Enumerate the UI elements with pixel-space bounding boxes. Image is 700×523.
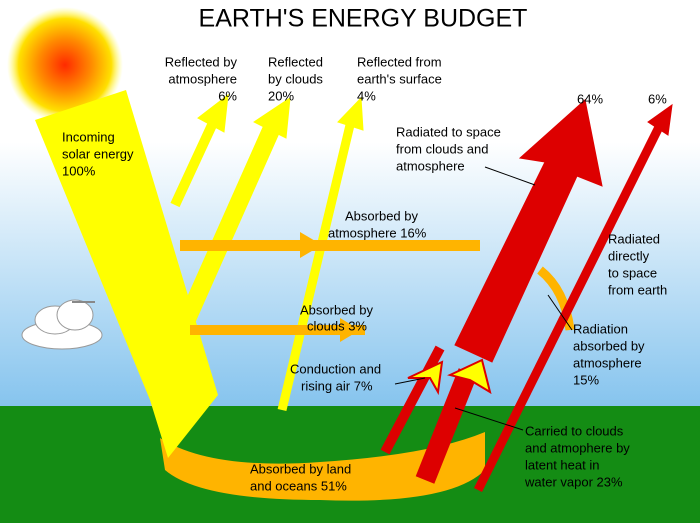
label: Absorbed by xyxy=(345,208,418,223)
labels: Reflected by atmosphere 6% Reflected by … xyxy=(62,54,667,493)
label: Reflected from xyxy=(357,54,442,69)
label: atmosphere xyxy=(573,355,642,370)
label: Carried to clouds xyxy=(525,423,624,438)
label: 6% xyxy=(218,88,237,103)
label: from earth xyxy=(608,282,667,297)
label: 64% xyxy=(577,91,603,106)
label: Absorbed by xyxy=(300,302,373,317)
reflected-arrows xyxy=(170,93,364,412)
absorbed-arrows xyxy=(180,232,480,342)
label: 100% xyxy=(62,163,96,178)
label: clouds 3% xyxy=(307,318,367,333)
label: Radiated to space xyxy=(396,124,501,139)
label: 15% xyxy=(573,372,599,387)
label: atmosphere xyxy=(396,158,465,173)
label: Incoming xyxy=(62,129,115,144)
sun xyxy=(7,7,123,123)
absorbed-radiation-arrow xyxy=(537,266,575,331)
label: latent heat in xyxy=(525,457,599,472)
title: EARTH'S ENERGY BUDGET xyxy=(199,5,528,33)
leader-lines xyxy=(394,166,573,431)
label: 6% xyxy=(648,91,667,106)
label: and oceans 51% xyxy=(250,478,347,493)
label: solar energy xyxy=(62,146,134,161)
label: atmosphere 16% xyxy=(328,225,427,240)
label: Absorbed by land xyxy=(250,461,351,476)
label: and atmophere by xyxy=(525,440,630,455)
radiation-arrows xyxy=(380,99,673,493)
label: from clouds and xyxy=(396,141,489,156)
label: earth's surface xyxy=(357,71,442,86)
label: directly xyxy=(608,248,650,263)
label: atmosphere xyxy=(168,71,237,86)
label: water vapor 23% xyxy=(524,474,623,489)
label: Radiated xyxy=(608,231,660,246)
label: Reflected xyxy=(268,54,323,69)
incoming-arrow xyxy=(35,90,218,458)
label: Radiation xyxy=(573,321,628,336)
label: Conduction and xyxy=(290,361,381,376)
label: 4% xyxy=(357,88,376,103)
label: Reflected by xyxy=(165,54,238,69)
label: 20% xyxy=(268,88,294,103)
label: to space xyxy=(608,265,657,280)
absorbed-surface-band xyxy=(160,432,485,501)
label: rising air 7% xyxy=(301,378,373,393)
label: absorbed by xyxy=(573,338,645,353)
cloud xyxy=(21,299,103,350)
label: by clouds xyxy=(268,71,323,86)
